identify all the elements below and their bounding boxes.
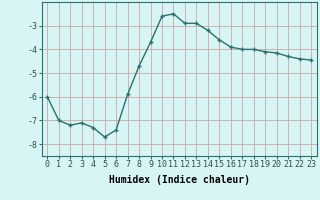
X-axis label: Humidex (Indice chaleur): Humidex (Indice chaleur) [109, 175, 250, 185]
